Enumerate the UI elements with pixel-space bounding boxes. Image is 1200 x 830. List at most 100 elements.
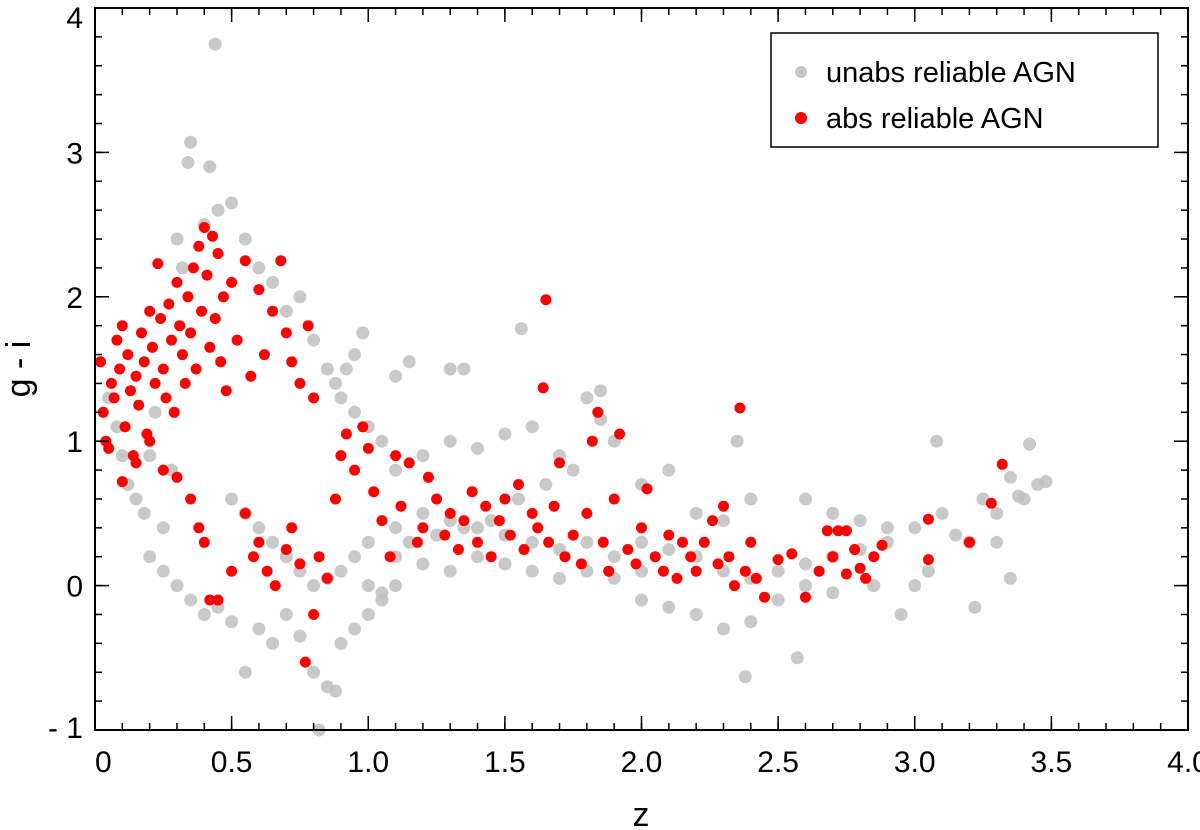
abs-point-140 (698, 536, 710, 548)
unabs-point-152 (402, 355, 416, 369)
abs-point-169 (821, 525, 833, 537)
abs-point-142 (712, 558, 724, 570)
unabs-point-95 (771, 564, 785, 578)
abs-point-157 (840, 568, 852, 580)
abs-point-125 (597, 536, 609, 548)
abs-point-18 (144, 305, 156, 317)
unabs-point-153 (389, 369, 403, 383)
abs-point-31 (179, 377, 191, 389)
abs-point-158 (849, 544, 861, 555)
abs-point-73 (253, 536, 265, 548)
unabs-point-34 (197, 608, 211, 621)
abs-point-152 (786, 548, 798, 560)
unabs-point-147 (512, 492, 525, 506)
abs-point-9 (119, 421, 131, 433)
abs-point-104 (472, 536, 483, 548)
unabs-point-140 (361, 579, 375, 593)
abs-point-144 (723, 551, 735, 563)
abs-point-90 (376, 515, 388, 527)
abs-point-91 (384, 551, 396, 563)
abs-point-70 (226, 565, 238, 577)
unabs-point-46 (334, 636, 348, 650)
unabs-point-106 (771, 593, 785, 607)
unabs-point-109 (826, 586, 840, 600)
abs-point-51 (253, 284, 265, 296)
abs-point-27 (168, 406, 180, 418)
abs-point-120 (567, 529, 579, 541)
abs-point-33 (185, 327, 197, 339)
unabs-point-112 (689, 506, 703, 520)
unabs-point-8 (156, 521, 170, 535)
abs-point-8 (116, 320, 128, 332)
unabs-point-146 (484, 514, 498, 528)
unabs-point-118 (853, 514, 867, 528)
abs-point-159 (854, 562, 866, 574)
unabs-point-96 (799, 557, 812, 571)
unabs-point-44 (329, 684, 342, 698)
unabs-point-37 (238, 665, 252, 679)
unabs-point-150 (457, 362, 471, 376)
abs-point-19 (146, 341, 158, 353)
abs-point-129 (622, 544, 634, 555)
abs-point-99 (439, 529, 451, 541)
unabs-point-52 (252, 521, 266, 535)
unabs-point-20 (252, 261, 266, 275)
abs-point-66 (193, 522, 205, 534)
unabs-point-33 (184, 593, 198, 607)
unabs-point-73 (471, 550, 484, 564)
abs-point-92 (390, 450, 402, 462)
unabs-point-111 (662, 463, 676, 477)
abs-point-98 (431, 493, 443, 505)
unabs-point-113 (717, 514, 730, 528)
abs-point-146 (734, 402, 746, 414)
abs-point-115 (540, 294, 552, 306)
abs-point-119 (559, 551, 571, 563)
unabs-point-60 (361, 535, 375, 549)
unabs-point-108 (799, 579, 812, 593)
abs-point-28 (171, 276, 183, 288)
unabs-point-141 (375, 586, 389, 600)
abs-point-60 (116, 476, 128, 488)
abs-point-113 (532, 522, 544, 534)
abs-point-29 (174, 320, 186, 332)
abs-point-102 (458, 515, 470, 527)
tick-labels-layer: 0 0.5 1.0 1.5 2.0 2.5 3.0 3.5 4.0 - 1 0 1 2 3 4 (48, 2, 1200, 779)
y-tick-label: 0 (66, 571, 83, 604)
unabs-point-90 (635, 535, 648, 549)
abs-point-133 (649, 551, 661, 563)
unabs-point-114 (730, 434, 744, 448)
abs-point-126 (603, 565, 615, 577)
abs-point-166 (963, 536, 975, 548)
unabs-point-81 (416, 449, 430, 463)
abs-point-148 (745, 536, 757, 548)
abs-point-79 (299, 656, 311, 668)
abs-point-32 (182, 291, 194, 303)
abs-point-105 (480, 500, 492, 512)
unabs-point-72 (443, 564, 457, 578)
unabs-point-58 (334, 564, 348, 578)
abs-point-111 (518, 544, 530, 555)
unabs-point-120 (908, 521, 922, 535)
abs-point-122 (581, 507, 593, 519)
y-tick-label: 4 (66, 2, 83, 35)
abs-point-103 (466, 486, 478, 498)
abs-point-43 (212, 248, 224, 259)
unabs-point-25 (320, 362, 334, 376)
abs-point-106 (485, 551, 497, 563)
abs-point-136 (671, 572, 683, 584)
abs-point-14 (133, 399, 145, 411)
abs-point-23 (157, 363, 169, 375)
abs-point-58 (302, 320, 314, 332)
y-tick-label: - 1 (48, 712, 83, 745)
abs-point-135 (663, 529, 675, 541)
abs-point-71 (239, 507, 251, 519)
abs-point-42 (209, 313, 221, 324)
abs-point-155 (827, 551, 839, 563)
y-tick-label: 3 (66, 137, 83, 170)
abs-point-52 (258, 349, 270, 361)
unabs-point-71 (416, 557, 430, 571)
unabs-point-47 (348, 622, 362, 636)
abs-point-107 (493, 515, 505, 527)
abs-point-141 (707, 515, 718, 527)
